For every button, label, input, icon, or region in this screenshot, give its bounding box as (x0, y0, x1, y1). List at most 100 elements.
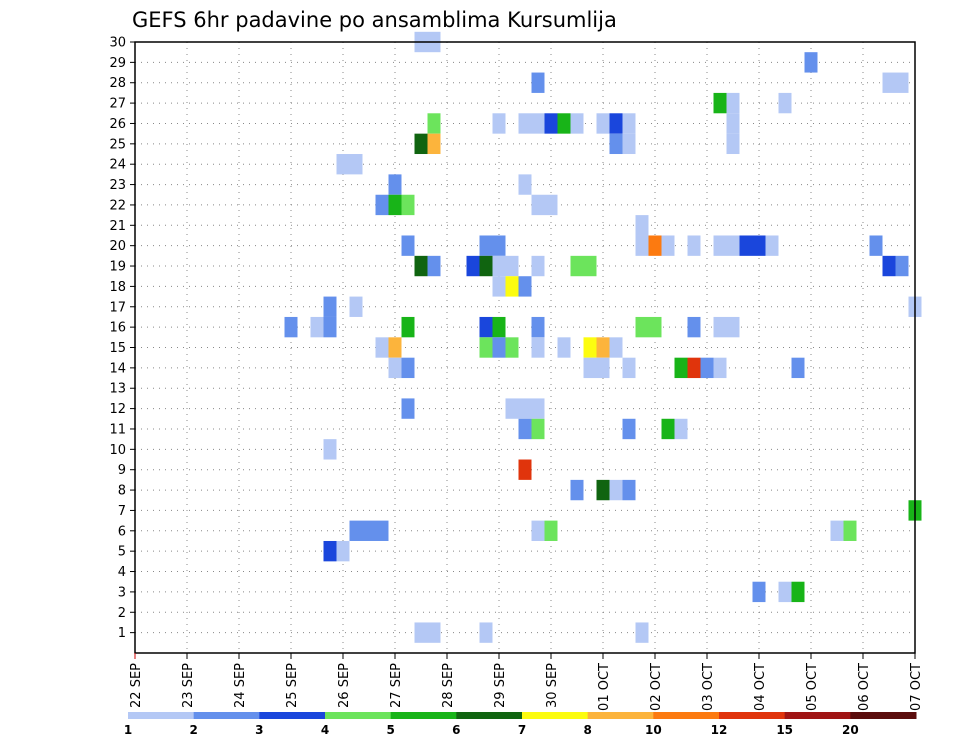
precip-cell (531, 255, 545, 277)
precip-cell (531, 113, 545, 134)
legend-swatch (522, 712, 589, 719)
precip-cell (518, 113, 532, 134)
precip-cell (479, 235, 493, 256)
legend-label: 3 (255, 723, 263, 737)
precip-cell (401, 194, 415, 216)
precip-cell (531, 418, 545, 440)
y-tick-label: 11 (109, 422, 126, 437)
precip-cell (505, 398, 519, 419)
precip-cell (531, 520, 545, 541)
precip-cell (804, 52, 818, 73)
legend-label: 1 (124, 723, 132, 737)
precip-cell (895, 255, 909, 277)
precip-cell (505, 337, 519, 358)
precip-cell (414, 255, 428, 277)
precip-cell (531, 72, 545, 93)
legend-swatch (128, 712, 195, 719)
y-tick-label: 6 (118, 524, 126, 539)
precip-cell (895, 72, 909, 93)
precip-cell (609, 337, 623, 358)
x-tick-label: 22 SEP (129, 663, 144, 708)
y-tick-label: 15 (109, 341, 126, 356)
precip-cell (648, 316, 662, 338)
precip-cell (388, 337, 402, 358)
precip-cell (492, 113, 506, 134)
legend-swatch (784, 712, 851, 719)
precip-cell (492, 337, 506, 358)
precip-cell (531, 316, 545, 338)
precip-cell (375, 194, 389, 216)
x-tick-label: 30 SEP (545, 663, 560, 708)
precip-cell (583, 255, 597, 277)
legend-swatch (456, 712, 523, 719)
precip-cell (323, 296, 337, 317)
precip-cell (609, 133, 623, 155)
precip-cell (414, 622, 428, 643)
y-tick-label: 18 (109, 280, 126, 295)
precip-cell (583, 357, 597, 379)
precip-cell (570, 113, 584, 134)
legend-label: 5 (386, 723, 394, 737)
precip-cell (375, 337, 389, 358)
y-tick-label: 29 (109, 56, 126, 71)
precip-cell (531, 337, 545, 358)
legend-label: 20 (842, 723, 859, 737)
precip-cell (388, 174, 402, 195)
precip-cell (583, 337, 597, 358)
data-cells (284, 31, 922, 643)
legend-label: 12 (711, 723, 728, 737)
y-tick-label: 13 (109, 382, 126, 397)
precip-cell (713, 92, 727, 114)
precip-cell (596, 113, 610, 134)
precip-cell (635, 316, 649, 338)
legend-swatch (850, 712, 917, 719)
precip-cell (596, 479, 610, 501)
precip-cell (362, 520, 376, 541)
x-tick-label: 04 OCT (753, 663, 768, 711)
y-tick-label: 24 (109, 158, 126, 173)
legend-swatch (193, 712, 260, 719)
precip-cell (427, 622, 441, 643)
x-tick-label: 02 OCT (649, 663, 664, 711)
precip-cell (661, 235, 675, 256)
precip-cell (726, 316, 740, 338)
y-tick-label: 23 (109, 178, 126, 193)
precip-cell (778, 581, 792, 603)
precip-cell (323, 439, 337, 460)
precip-cell (622, 113, 636, 134)
precip-cell (830, 520, 844, 541)
precip-cell (427, 133, 441, 155)
legend-swatch (259, 712, 326, 719)
legend-swatch (390, 712, 457, 719)
precip-cell (791, 581, 805, 603)
x-tick-label: 27 SEP (389, 663, 404, 708)
y-tick-label: 17 (109, 300, 126, 315)
precip-cell (284, 316, 298, 338)
precip-cell (661, 418, 675, 440)
precip-cell (505, 255, 519, 277)
precip-cell (518, 459, 532, 480)
legend-label: 7 (518, 723, 526, 737)
precip-cell (882, 255, 896, 277)
y-tick-label: 19 (109, 260, 126, 275)
precip-cell (596, 337, 610, 358)
precip-cell (518, 276, 532, 297)
precip-cell (557, 337, 571, 358)
precip-cell (544, 194, 558, 216)
precip-cell (674, 418, 688, 440)
x-tick-label: 29 SEP (493, 663, 508, 708)
y-tick-label: 7 (118, 504, 126, 519)
legend-swatch (719, 712, 786, 719)
x-tick-label: 23 SEP (181, 663, 196, 708)
precip-cell (622, 479, 636, 501)
precip-cell (713, 357, 727, 379)
y-tick-label: 26 (109, 117, 126, 132)
precip-cell (739, 235, 753, 256)
legend-label: 10 (645, 723, 662, 737)
y-tick-label: 25 (109, 137, 126, 152)
precip-cell (596, 357, 610, 379)
precip-cell (388, 194, 402, 216)
precip-cell (492, 235, 506, 256)
x-tick-label: 26 SEP (337, 663, 352, 708)
